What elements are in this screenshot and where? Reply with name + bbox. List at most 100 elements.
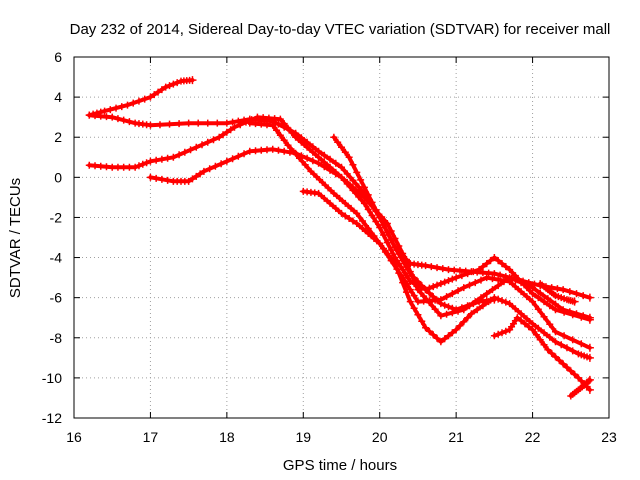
- data-point: [483, 290, 491, 298]
- axis-ticks: 16 17 18 19 20 21 22 23 -12 -10 -8 -6 -4 -2 0 2 4 6: [42, 49, 617, 445]
- data-point: [540, 313, 548, 321]
- data-point: [387, 255, 395, 263]
- data-point: [227, 126, 235, 134]
- y-tick-label: 2: [54, 129, 62, 145]
- data-point: [101, 107, 109, 115]
- data-point: [406, 286, 414, 294]
- data-point: [284, 124, 292, 132]
- data-point: [295, 154, 303, 162]
- data-point: [437, 312, 445, 320]
- data-point: [570, 297, 579, 306]
- data-point: [488, 286, 496, 294]
- data-point: [200, 167, 208, 175]
- data-point: [422, 262, 430, 270]
- data-point: [112, 104, 120, 112]
- data-point: [315, 153, 323, 161]
- data-point: [141, 95, 149, 103]
- data-point: [307, 167, 315, 175]
- data-point: [152, 156, 160, 164]
- data-point: [120, 116, 128, 124]
- data-point: [460, 284, 468, 292]
- data-point: [496, 271, 504, 279]
- data-point: [213, 119, 221, 127]
- data-point: [292, 133, 300, 141]
- data-point: [146, 173, 154, 181]
- data-point: [552, 338, 559, 346]
- data-point: [458, 272, 466, 280]
- data-point: [164, 154, 172, 162]
- data-point: [448, 275, 456, 283]
- data-point: [506, 278, 514, 286]
- data-point: [427, 263, 435, 271]
- data-point: [290, 148, 298, 156]
- y-tick-label: -12: [42, 410, 62, 426]
- x-tick-label: 21: [448, 429, 464, 445]
- data-point: [546, 333, 554, 341]
- data-point: [506, 266, 514, 274]
- data-point: [192, 172, 200, 180]
- data-point: [118, 103, 126, 111]
- data-point: [555, 356, 563, 364]
- data-point: [494, 330, 502, 338]
- data-point: [114, 115, 122, 123]
- data-point: [494, 282, 502, 290]
- data-point: [532, 331, 540, 339]
- data-point: [359, 217, 367, 225]
- data-point: [418, 317, 426, 325]
- data-point: [437, 280, 445, 288]
- data-point: [418, 282, 426, 290]
- data-point: [563, 344, 571, 352]
- data-point: [315, 147, 323, 155]
- data-point: [338, 163, 345, 171]
- data-point: [517, 279, 525, 287]
- data-point: [488, 275, 496, 283]
- data-point: [585, 375, 594, 384]
- markers-track-6: [299, 187, 594, 362]
- data-point: [187, 146, 195, 154]
- data-point: [456, 322, 464, 330]
- data-point: [443, 310, 451, 318]
- data-point: [523, 281, 531, 289]
- data-point: [544, 346, 552, 354]
- data-point: [383, 228, 391, 236]
- data-point: [360, 193, 368, 201]
- data-point: [569, 347, 577, 355]
- data-point: [204, 119, 212, 127]
- data-point: [563, 363, 571, 371]
- data-point: [106, 106, 114, 114]
- data-point: [483, 260, 491, 268]
- data-point: [146, 121, 154, 129]
- data-point: [380, 221, 388, 229]
- data-point: [437, 300, 445, 308]
- data-point: [196, 170, 204, 178]
- data-point: [360, 183, 368, 191]
- data-point: [511, 305, 519, 313]
- data-point: [276, 115, 284, 123]
- data-point: [464, 302, 472, 310]
- data-point: [332, 204, 340, 212]
- data-point: [338, 173, 345, 181]
- y-tick-label: 0: [54, 169, 62, 185]
- data-point: [188, 76, 197, 85]
- data-point: [479, 263, 487, 271]
- data-point: [357, 176, 365, 184]
- data-point: [303, 154, 311, 162]
- data-point: [223, 128, 231, 136]
- plot-frame: [73, 56, 610, 419]
- data-point: [571, 370, 579, 378]
- x-tick-label: 17: [143, 429, 159, 445]
- data-point: [406, 270, 414, 278]
- data-point: [280, 136, 288, 144]
- data-point: [445, 303, 452, 311]
- data-point: [349, 176, 357, 184]
- data-point: [240, 150, 248, 158]
- data-point: [303, 143, 311, 151]
- data-point: [399, 279, 407, 287]
- data-point: [429, 283, 437, 291]
- data-point: [158, 175, 166, 183]
- data-point: [198, 141, 206, 149]
- data-point: [309, 157, 317, 165]
- data-point: [529, 326, 537, 334]
- data-point: [566, 308, 574, 316]
